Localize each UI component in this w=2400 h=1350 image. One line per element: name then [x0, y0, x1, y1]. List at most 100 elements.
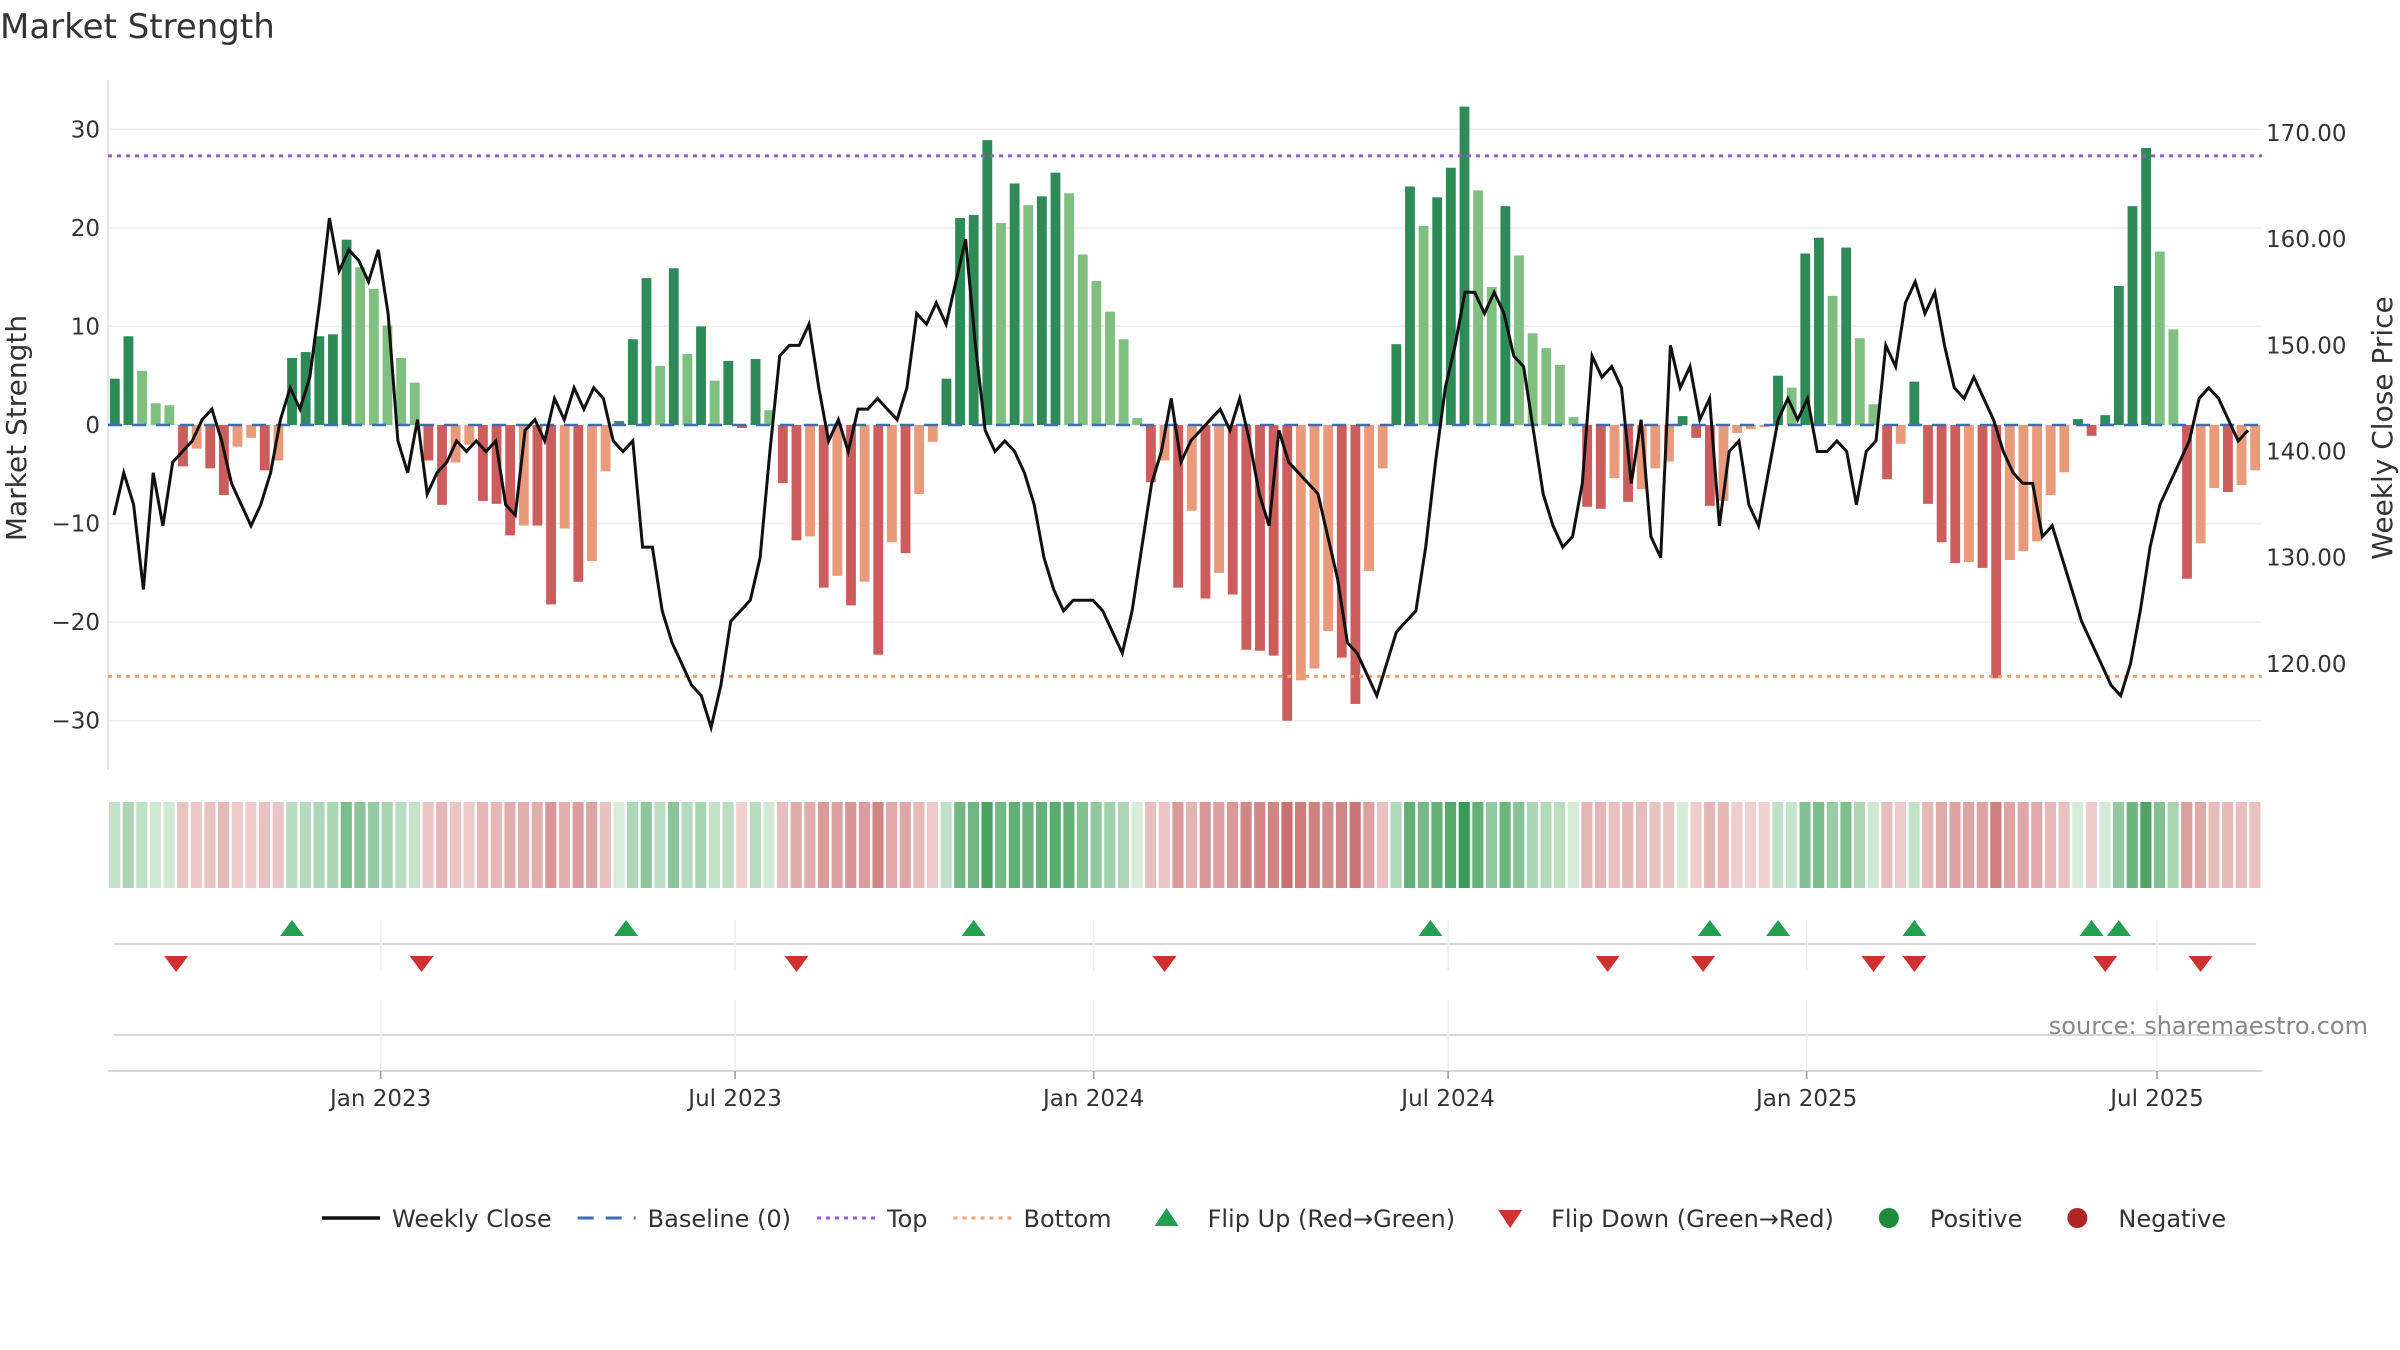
strength-bar [1636, 425, 1647, 490]
strength-bar [1814, 237, 1824, 425]
strength-bar [1432, 197, 1443, 425]
flip-up-marker [1697, 920, 1722, 936]
heat-cell [1826, 802, 1838, 888]
heat-cell [995, 802, 1007, 888]
strength-bar [1854, 338, 1865, 425]
heat-cell [1867, 802, 1879, 888]
heat-cell [681, 802, 693, 888]
strength-bar [2073, 419, 2083, 425]
heat-cell [1717, 802, 1729, 888]
strength-bar [1091, 281, 1102, 425]
strength-bar [368, 288, 379, 425]
x-tick-label: Jan 2024 [1041, 1086, 1144, 1112]
heat-cell [627, 802, 639, 888]
heat-cell [940, 802, 952, 888]
weekly-close-line [112, 217, 2250, 734]
legend-item-7: Negative [2067, 1205, 2226, 1233]
level-lines [108, 154, 2262, 678]
strength-bar [2127, 206, 2138, 425]
heat-cell [558, 802, 571, 888]
heat-cell [2222, 802, 2234, 888]
heat-cell [1526, 802, 1538, 888]
heat-cell [218, 802, 230, 888]
strength-bar [1036, 196, 1047, 425]
left-tick-label: 30 [71, 117, 100, 143]
strength-bar [2250, 425, 2261, 471]
strength-bar [1691, 425, 1702, 438]
left-tick-label: 10 [71, 314, 100, 340]
strength-bar [382, 325, 393, 425]
heat-cell [490, 802, 502, 888]
strength-bar [1541, 348, 1552, 425]
heat-cell [1663, 802, 1675, 888]
heat-cell [1472, 802, 1484, 888]
strength-bar [818, 425, 829, 588]
strength-bar [2113, 286, 2124, 425]
strength-bar [777, 425, 788, 484]
chart-title: Market Strength [0, 7, 275, 47]
heat-cell [204, 802, 216, 888]
strength-bar [832, 425, 843, 576]
strength-bar [178, 425, 188, 467]
heat-cell [1104, 802, 1116, 888]
heat-cell [1567, 802, 1579, 888]
strength-bar [1568, 417, 1579, 425]
heat-cell [763, 802, 775, 888]
strength-bar [1486, 287, 1497, 425]
heat-cell [695, 802, 707, 888]
heat-cell [913, 802, 925, 888]
heat-cell [1199, 802, 1211, 888]
heat-cell [1649, 802, 1661, 888]
heat-cell [258, 802, 271, 888]
strength-bar [1377, 425, 1388, 469]
strength-bar [1227, 425, 1238, 595]
strength-bar [1391, 344, 1402, 425]
strength-bar [1882, 425, 1893, 480]
source-credit: source: sharemaestro.com [2049, 1012, 2368, 1040]
heat-cell [981, 802, 993, 888]
right-tick-label: 120.00 [2266, 652, 2346, 678]
heat-cell [1935, 802, 1947, 888]
heat-cell [886, 802, 898, 888]
strength-bar [1977, 425, 1988, 568]
heat-cell [1158, 802, 1170, 888]
heat-cell [654, 802, 666, 888]
heat-cell [517, 802, 530, 888]
flip-down-marker [1691, 956, 1716, 972]
heat-cell [381, 802, 393, 888]
right-tick-label: 160.00 [2266, 227, 2346, 253]
heat-cell [1240, 802, 1252, 888]
legend-label: Flip Up (Red→Green) [1208, 1205, 1456, 1233]
heat-cell [722, 802, 734, 888]
heat-cell [531, 802, 543, 888]
heat-cell [1690, 802, 1702, 888]
heat-cell [1731, 802, 1743, 888]
strength-bar [1950, 425, 1961, 563]
heat-cell [109, 802, 121, 888]
right-tick-label: 130.00 [2266, 546, 2346, 572]
heat-cell [2099, 802, 2111, 888]
heat-cell [1254, 802, 1266, 888]
heat-cell [1404, 802, 1416, 888]
strength-heat-strip [109, 802, 2261, 888]
strength-bar [1146, 425, 1156, 483]
heat-cell [1431, 802, 1443, 888]
strength-bar [955, 218, 965, 425]
strength-bar [1418, 225, 1429, 425]
heat-cell [231, 802, 243, 888]
strength-bar [655, 365, 666, 425]
heat-cell [299, 802, 311, 888]
strength-bar [491, 425, 502, 504]
strength-bar [1527, 333, 1538, 425]
strength-bar [2086, 425, 2097, 436]
heat-cell [640, 802, 652, 888]
strength-bar [900, 425, 911, 554]
flip-down-marker [409, 956, 434, 972]
strength-bar [996, 222, 1006, 425]
heat-cell [599, 802, 611, 888]
strength-bar [1473, 190, 1484, 425]
strength-bar [805, 425, 816, 537]
strength-bar [164, 405, 175, 425]
strength-bar [682, 354, 693, 425]
heat-cell [1894, 802, 1907, 888]
